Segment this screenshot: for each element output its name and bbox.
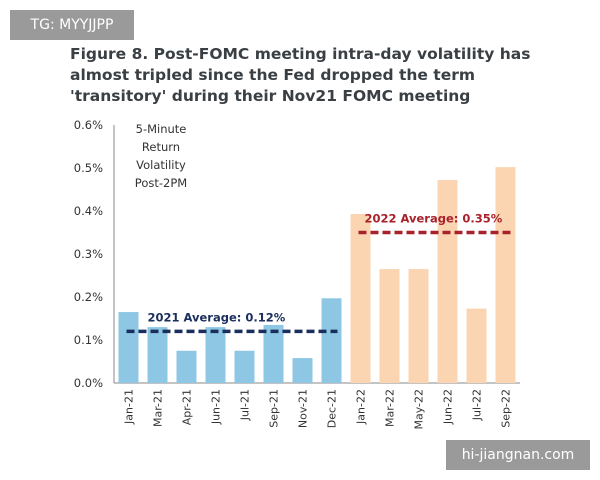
average-label: 2021 Average: 0.12%	[148, 310, 286, 324]
bar	[379, 269, 400, 383]
x-tick-label: May-22	[413, 389, 426, 430]
x-tick-label: Jan-21	[123, 389, 136, 425]
x-tick-label: Dec-21	[326, 389, 339, 428]
x-tick-label: Mar-22	[384, 389, 397, 427]
x-tick-label: Jan-22	[355, 389, 368, 425]
bar	[408, 269, 429, 383]
bar	[118, 312, 139, 383]
bar	[292, 358, 313, 383]
chart-note-line: 5-Minute	[136, 122, 187, 136]
y-tick-label: 0.1%	[74, 333, 103, 347]
watermark-bottom-right: hi-jiangnan.com	[446, 440, 590, 470]
chart-note-line: Post-2PM	[135, 176, 187, 190]
bar	[205, 327, 226, 383]
bar	[321, 298, 342, 383]
x-tick-label: Jun-21	[210, 389, 223, 425]
bar	[437, 180, 458, 383]
x-tick-label: Nov-21	[297, 389, 310, 428]
x-tick-label: Mar-21	[152, 389, 165, 427]
x-tick-label: Sep-21	[268, 389, 281, 428]
x-tick-label: Apr-21	[181, 389, 194, 425]
bar	[466, 308, 487, 383]
x-tick-label: Jul-22	[471, 389, 484, 421]
y-tick-label: 0.0%	[74, 376, 103, 390]
y-tick-label: 0.5%	[74, 161, 103, 175]
bar	[176, 350, 197, 383]
chart-note-line: Return	[142, 140, 180, 154]
bar	[263, 324, 284, 383]
watermark-top-left: TG: MYYJJPP	[10, 10, 134, 40]
x-tick-label: Sep-22	[500, 389, 513, 428]
y-tick-label: 0.3%	[74, 247, 103, 261]
x-tick-label: Jul-21	[239, 389, 252, 421]
y-tick-label: 0.4%	[74, 204, 103, 218]
y-tick-label: 0.6%	[74, 118, 103, 132]
x-tick-label: Jun-22	[442, 389, 455, 425]
chart-title: Figure 8. Post-FOMC meeting intra-day vo…	[70, 45, 531, 105]
bar	[147, 327, 168, 383]
average-label: 2022 Average: 0.35%	[365, 212, 503, 226]
chart-note-line: Volatility	[136, 158, 186, 172]
y-tick-label: 0.2%	[74, 290, 103, 304]
bar	[234, 350, 255, 383]
bar	[350, 214, 371, 383]
bar	[495, 167, 516, 383]
